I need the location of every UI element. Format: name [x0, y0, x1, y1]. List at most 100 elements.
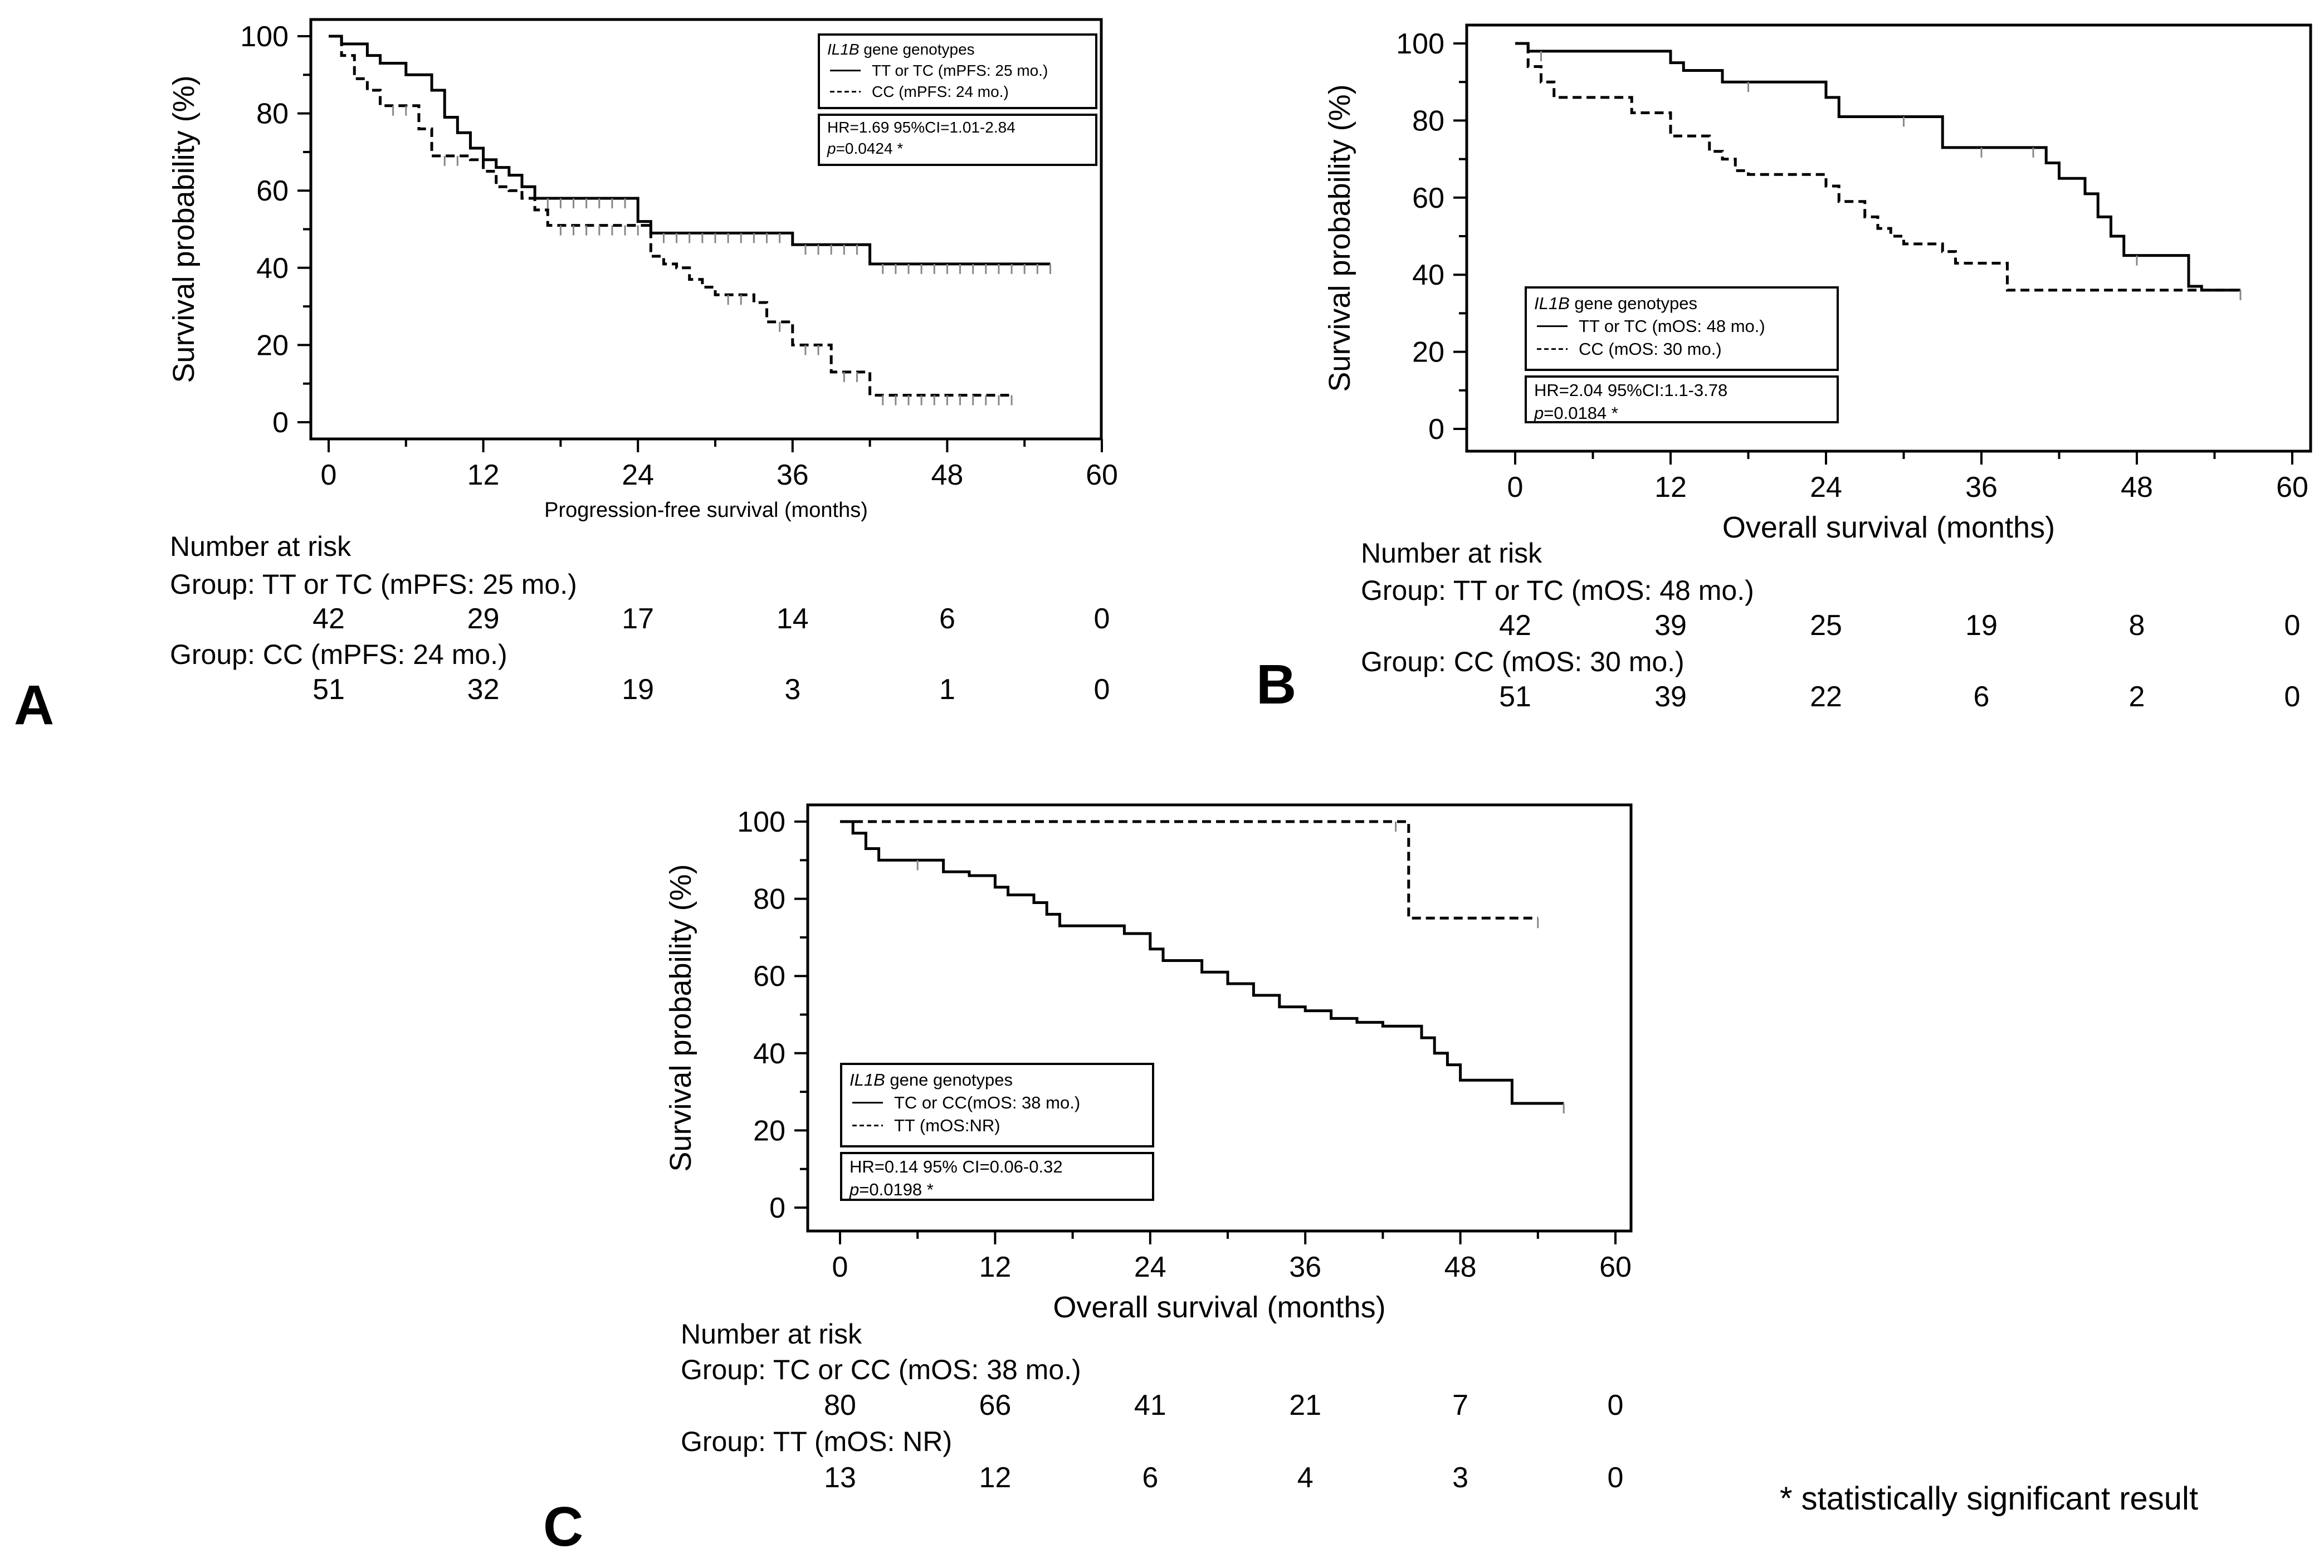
stats-box [1525, 375, 1839, 423]
y-tick-label: 100 [240, 21, 289, 53]
x-tick-label: 48 [931, 459, 963, 491]
risk-group-label: Group: TT or TC (mPFS: 25 mo.) [170, 569, 577, 600]
legend-entry: CC (mPFS: 24 mo.) [872, 83, 1009, 100]
legend-entry: TC or CC(mOS: 38 mo.) [894, 1093, 1080, 1112]
risk-count: 51 [313, 673, 345, 706]
x-axis-title: Overall survival (months) [1053, 1291, 1385, 1324]
legend-entry: TT or TC (mPFS: 25 mo.) [872, 62, 1048, 79]
x-tick-label: 12 [979, 1251, 1011, 1283]
x-tick-label: 24 [1810, 471, 1842, 504]
survival-curve-group-2 [1515, 42, 2240, 292]
p-value-text: p=0.0424 * [827, 140, 903, 157]
risk-count: 66 [979, 1389, 1011, 1422]
y-tick-label: 80 [256, 98, 289, 130]
hazard-ratio-text: HR=0.14 95% CI=0.06-0.32 [849, 1157, 1063, 1176]
legend-title: IL1B gene genotypes [827, 41, 975, 58]
y-tick-label: 40 [256, 252, 289, 285]
x-tick-label: 24 [622, 459, 654, 491]
y-tick-label: 20 [1412, 336, 1444, 369]
risk-count: 12 [979, 1462, 1011, 1494]
risk-count: 0 [2284, 609, 2301, 642]
risk-count: 1 [939, 673, 955, 706]
risk-table-heading: Number at risk [1361, 538, 1542, 569]
y-tick-label: 80 [1412, 105, 1444, 137]
stats-box [818, 114, 1097, 166]
risk-count: 39 [1654, 609, 1687, 642]
risk-count: 7 [1452, 1389, 1468, 1422]
y-tick-label: 40 [753, 1038, 785, 1070]
risk-count: 25 [1810, 609, 1842, 642]
risk-group-label: Group: CC (mPFS: 24 mo.) [170, 639, 507, 670]
y-axis-title: Survival probability (%) [167, 75, 201, 383]
risk-count: 14 [777, 603, 809, 635]
risk-count: 29 [467, 603, 500, 635]
stats-box [840, 1152, 1154, 1201]
legend-box [1525, 286, 1839, 371]
risk-group-label: Group: TC or CC (mOS: 38 mo.) [681, 1354, 1081, 1385]
risk-count: 32 [467, 673, 500, 706]
x-tick-label: 36 [777, 459, 809, 491]
risk-count: 80 [824, 1389, 856, 1422]
legend-box [818, 33, 1097, 109]
legend-title: IL1B gene genotypes [849, 1070, 1013, 1090]
risk-count: 6 [1974, 681, 1990, 713]
risk-group-label: Group: TT or TC (mOS: 48 mo.) [1361, 575, 1754, 606]
risk-count: 4 [1297, 1462, 1314, 1494]
panel-label: B [1256, 653, 1296, 716]
x-tick-label: 0 [1507, 471, 1524, 504]
x-tick-label: 60 [1599, 1251, 1632, 1283]
panel-label: C [543, 1496, 583, 1558]
x-tick-label: 12 [467, 459, 500, 491]
legend-box [840, 1063, 1154, 1147]
plot-frame [1465, 23, 2312, 453]
risk-count: 42 [313, 603, 345, 635]
plot-frame [806, 803, 1633, 1233]
y-tick-label: 60 [256, 175, 289, 207]
risk-count: 3 [1452, 1462, 1468, 1494]
y-tick-label: 60 [1412, 182, 1444, 214]
x-tick-label: 48 [1444, 1251, 1477, 1283]
risk-count: 21 [1289, 1389, 1321, 1422]
risk-table-heading: Number at risk [681, 1318, 862, 1350]
x-tick-label: 0 [832, 1251, 848, 1283]
legend-entry: TT or TC (mOS: 48 mo.) [1579, 316, 1765, 336]
p-value-text: p=0.0198 * [849, 1180, 934, 1199]
risk-table-heading: Number at risk [170, 531, 351, 562]
survival-curve-group-1 [1515, 42, 2240, 292]
x-tick-label: 60 [1086, 459, 1118, 491]
x-tick-label: 36 [1965, 471, 1998, 504]
risk-count: 42 [1499, 609, 1531, 642]
y-tick-label: 80 [753, 883, 785, 916]
risk-count: 19 [622, 673, 654, 706]
risk-group-label: Group: CC (mOS: 30 mo.) [1361, 646, 1685, 677]
risk-count: 0 [1094, 673, 1110, 706]
y-axis-title: Survival probability (%) [1323, 84, 1356, 392]
x-tick-label: 36 [1289, 1251, 1321, 1283]
risk-count: 41 [1134, 1389, 1166, 1422]
risk-count: 6 [939, 603, 955, 635]
y-tick-label: 0 [769, 1192, 785, 1224]
p-value-text: p=0.0184 * [1534, 403, 1618, 423]
risk-count: 3 [784, 673, 800, 706]
x-axis-title: Overall survival (months) [1722, 511, 2055, 544]
y-tick-label: 60 [753, 960, 785, 993]
significance-footnote: * statistically significant result [1780, 1481, 2198, 1517]
risk-count: 51 [1499, 681, 1531, 713]
risk-count: 0 [1094, 603, 1110, 635]
y-tick-label: 20 [256, 329, 289, 362]
y-tick-label: 100 [737, 806, 785, 838]
risk-count: 39 [1654, 681, 1687, 713]
survival-curve-group-1 [840, 820, 1564, 1105]
y-axis-title: Survival probability (%) [664, 864, 697, 1171]
legend-entry: CC (mOS: 30 mo.) [1579, 339, 1722, 359]
risk-count: 22 [1810, 681, 1842, 713]
risk-group-label: Group: TT (mOS: NR) [681, 1426, 952, 1457]
y-tick-label: 20 [753, 1115, 785, 1147]
y-tick-label: 40 [1412, 259, 1444, 291]
legend-title: IL1B gene genotypes [1534, 294, 1697, 313]
risk-count: 8 [2129, 609, 2145, 642]
